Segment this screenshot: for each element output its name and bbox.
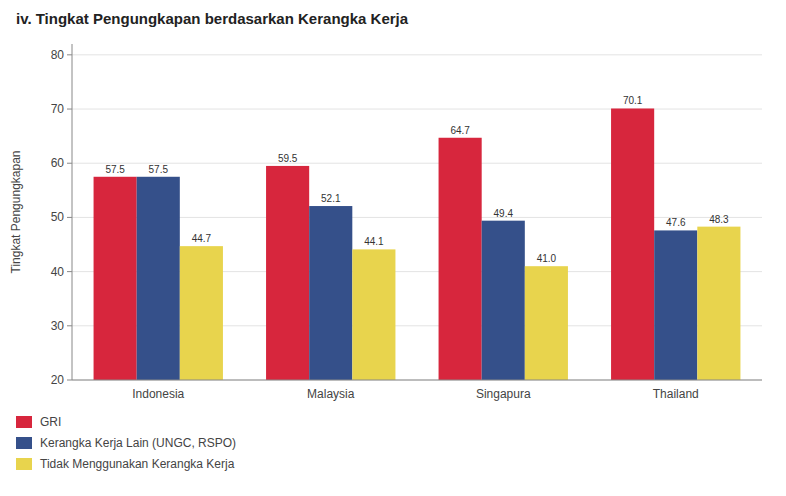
x-tick-label: Singapura bbox=[476, 387, 531, 401]
data-label: 44.1 bbox=[364, 236, 384, 247]
bar bbox=[439, 138, 482, 380]
legend-label: Tidak Menggunakan Kerangka Kerja bbox=[40, 457, 235, 471]
bar bbox=[654, 230, 697, 380]
data-label: 47.6 bbox=[666, 217, 686, 228]
legend-swatch bbox=[16, 416, 32, 428]
data-label: 44.7 bbox=[192, 233, 212, 244]
grid-line bbox=[72, 380, 762, 381]
data-label: 41.0 bbox=[537, 253, 557, 264]
bar bbox=[94, 177, 137, 380]
legend: GRI Kerangka Kerja Lain (UNGC, RSPO) Tidak… bbox=[16, 415, 236, 471]
x-tick-label: Thailand bbox=[653, 387, 699, 401]
y-tick-label: 50 bbox=[51, 210, 65, 224]
y-tick-label: 70 bbox=[51, 102, 65, 116]
y-tick bbox=[67, 109, 72, 110]
bar bbox=[352, 249, 395, 380]
x-axis: Indonesia Malaysia Singapura Thailand bbox=[72, 380, 762, 401]
bar bbox=[180, 246, 223, 380]
data-labels: 57.5 59.5 64.7 70.1 57.5 52.1 49.4 47.6 44.7 44.1… bbox=[105, 95, 729, 264]
legend-label: GRI bbox=[40, 415, 61, 429]
legend-swatch bbox=[16, 437, 32, 449]
data-label: 52.1 bbox=[321, 193, 341, 204]
title: iv. Tingkat Pengungkapan berdasarkan Ker… bbox=[16, 10, 409, 27]
data-label: 48.3 bbox=[709, 214, 729, 225]
grid-line bbox=[72, 109, 762, 110]
y-axis-label: Tingkat Pengungkapan bbox=[9, 151, 23, 274]
y-tick bbox=[67, 271, 72, 272]
y-tick bbox=[67, 54, 72, 55]
data-label: 57.5 bbox=[149, 164, 169, 175]
y-tick bbox=[67, 380, 72, 381]
legend-swatch bbox=[16, 458, 32, 470]
chart-svg: iv. Tingkat Pengungkapan berdasarkan Ker… bbox=[0, 0, 786, 496]
y-axis: 20 30 40 50 60 70 80 bbox=[51, 48, 72, 387]
data-label: 70.1 bbox=[623, 95, 643, 106]
x-tick-label: Indonesia bbox=[132, 387, 184, 401]
bar bbox=[525, 266, 568, 380]
bar bbox=[137, 177, 180, 380]
y-tick bbox=[67, 217, 72, 218]
grid-line bbox=[72, 54, 762, 55]
grid bbox=[72, 55, 762, 380]
legend-label: Kerangka Kerja Lain (UNGC, RSPO) bbox=[40, 436, 236, 450]
data-label: 49.4 bbox=[494, 208, 514, 219]
y-tick-label: 60 bbox=[51, 156, 65, 170]
bar bbox=[309, 206, 352, 380]
x-tick-label: Malaysia bbox=[307, 387, 355, 401]
data-label: 64.7 bbox=[450, 125, 470, 136]
x-axis-line bbox=[72, 380, 762, 381]
bars bbox=[94, 108, 741, 380]
data-label: 59.5 bbox=[278, 153, 298, 164]
y-tick bbox=[67, 163, 72, 164]
bar bbox=[697, 227, 740, 380]
bar bbox=[266, 166, 309, 380]
y-tick bbox=[67, 325, 72, 326]
bar bbox=[611, 108, 654, 380]
y-tick-label: 30 bbox=[51, 319, 65, 333]
y-tick-label: 40 bbox=[51, 265, 65, 279]
chart-container: iv. Tingkat Pengungkapan berdasarkan Ker… bbox=[0, 0, 786, 496]
y-axis-line bbox=[72, 44, 73, 380]
grid-line bbox=[72, 163, 762, 164]
y-tick-label: 80 bbox=[51, 48, 65, 62]
data-label: 57.5 bbox=[105, 164, 125, 175]
y-tick-label: 20 bbox=[51, 373, 65, 387]
bar bbox=[482, 221, 525, 380]
